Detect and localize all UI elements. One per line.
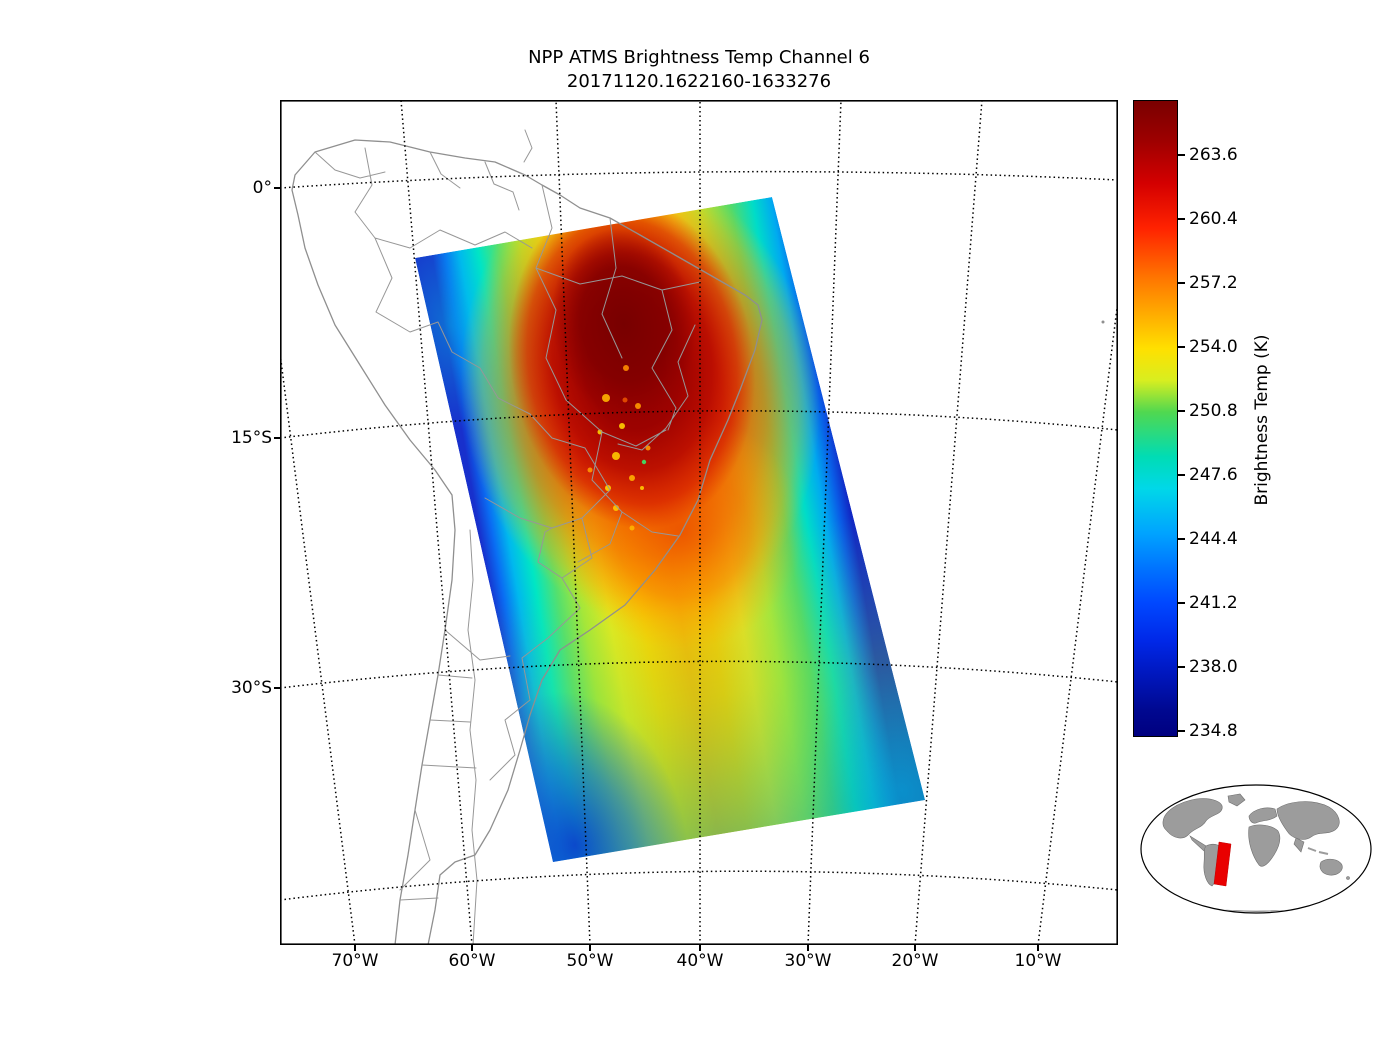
lon-axis-tick (354, 945, 356, 951)
inset-india (1293, 837, 1305, 853)
colorbar-axis-label: Brightness Temp (K) (1252, 334, 1272, 506)
colorbar-tick (1178, 218, 1185, 220)
lon-tick-label-40w: 40°W (676, 951, 724, 971)
colorbar-tick-label: 244.4 (1189, 529, 1238, 549)
colorbar-tick (1178, 282, 1185, 284)
inset-greenland (1227, 793, 1246, 807)
graticule (279, 99, 1119, 946)
inset-new-zealand (1346, 876, 1350, 880)
lon-axis-tick (699, 945, 701, 951)
inset-north-america (1162, 798, 1223, 839)
colorbar-tick (1178, 538, 1185, 540)
colorbar-tick (1178, 602, 1185, 604)
figure-subtitle: 20171120.1622160-1633276 (566, 71, 832, 92)
colorbar-tick (1178, 346, 1185, 348)
axes-frame (280, 100, 1119, 946)
small-island (1101, 320, 1105, 324)
lat-axis-tick (274, 187, 280, 189)
lon-tick-label-60w: 60°W (448, 951, 496, 971)
lon-tick-label-70w: 70°W (331, 951, 379, 971)
inset-indonesia (1307, 847, 1329, 855)
lon-axis-tick (1037, 945, 1039, 951)
swath-hottest-center (551, 228, 697, 420)
lon-tick-label-50w: 50°W (566, 951, 614, 971)
lon-tick-label-30w: 30°W (784, 951, 832, 971)
lon-tick-label-10w: 10°W (1014, 951, 1062, 971)
colorbar-tick-label: 238.0 (1189, 657, 1238, 677)
colorbar-tick-label: 241.2 (1189, 593, 1238, 613)
colorbar-tick (1178, 730, 1185, 732)
colorbar-tick-label: 254.0 (1189, 337, 1238, 357)
colorbar-tick-label: 247.6 (1189, 465, 1238, 485)
colorbar (1133, 100, 1178, 737)
colorbar-tick-label: 260.4 (1189, 209, 1238, 229)
lat-axis-tick (274, 437, 280, 439)
colorbar-tick (1178, 410, 1185, 412)
colorbar-tick-label: 250.8 (1189, 401, 1238, 421)
lon-tick-label-20w: 20°W (891, 951, 939, 971)
lon-axis-tick (589, 945, 591, 951)
figure-title-block: NPP ATMS Brightness Temp Channel 6 20171… (280, 46, 1118, 94)
lat-tick-label-30s: 30°S (231, 678, 272, 698)
map-plot-area (279, 99, 1119, 946)
colorbar-tick-label: 234.8 (1189, 721, 1238, 741)
colorbar-tick-label: 257.2 (1189, 273, 1238, 293)
inset-continents (1162, 793, 1350, 912)
state-borders (523, 129, 701, 563)
country-borders (314, 129, 701, 946)
map-canvas (279, 99, 1119, 946)
colorbar-tick (1178, 474, 1185, 476)
longitude-lines (279, 99, 1119, 946)
colorbar-tick (1178, 666, 1185, 668)
inset-australia (1319, 858, 1343, 876)
inset-asia (1276, 801, 1340, 840)
colorbar-tick-label: 263.6 (1189, 145, 1238, 165)
lon-axis-tick (471, 945, 473, 951)
coastlines (291, 129, 1105, 946)
lat-tick-label-0: 0° (252, 178, 272, 198)
south-america-coastline (291, 139, 763, 946)
colorbar-tick (1178, 154, 1185, 156)
lon-axis-tick (914, 945, 916, 951)
lat-tick-label-15s: 15°S (231, 428, 272, 448)
lon-axis-tick (807, 945, 809, 951)
inset-swath-highlight (1213, 841, 1232, 887)
figure-title: NPP ATMS Brightness Temp Channel 6 (528, 47, 870, 68)
satellite-swath (415, 197, 925, 862)
inset-world-map (1140, 784, 1372, 914)
lat-axis-tick (274, 687, 280, 689)
latitude-lines (279, 170, 1119, 901)
inset-africa (1248, 824, 1281, 867)
inset-europe (1248, 807, 1278, 824)
